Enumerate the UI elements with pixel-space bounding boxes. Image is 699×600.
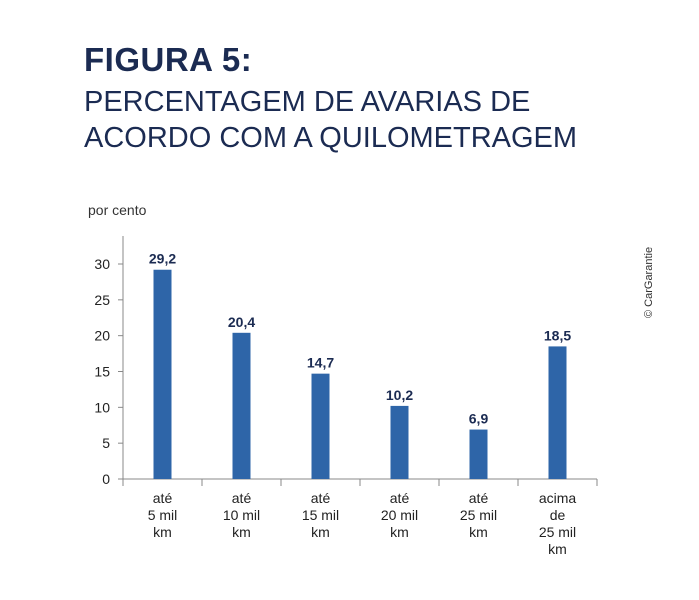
category-label: até 10 mil km <box>223 490 260 540</box>
chart-title: PERCENTAGEM DE AVARIAS DE ACORDO COM A Q… <box>84 86 578 154</box>
bar <box>232 332 251 479</box>
data-label: 6,9 <box>469 411 489 427</box>
data-label: 18,5 <box>544 327 571 343</box>
y-tick-label: 30 <box>94 256 110 272</box>
y-axis-unit-label: por cento <box>88 202 147 218</box>
bar <box>548 346 567 479</box>
y-tick-label: 20 <box>94 328 110 344</box>
category-labels: até 5 mil km até 10 mil km até 15 mil km até 20 mi… <box>148 490 577 557</box>
chart-heading: FIGURA 5: PERCENTAGEM DE AVARIAS DE ACOR… <box>84 40 684 156</box>
category-label: acima de 25 mil km <box>539 490 577 557</box>
bars <box>153 269 567 479</box>
bar <box>390 405 409 479</box>
category-label: até 25 mil km <box>460 490 497 540</box>
bar <box>469 429 488 479</box>
y-tick-label: 10 <box>94 399 110 415</box>
data-label: 29,2 <box>149 251 176 267</box>
y-tick-label: 5 <box>102 435 110 451</box>
category-label: até 5 mil km <box>148 490 178 540</box>
y-axis: 0 5 10 15 20 25 30 <box>94 236 124 487</box>
y-tick-label: 25 <box>94 292 110 308</box>
bar <box>311 373 330 479</box>
figure-label: FIGURA 5: <box>84 41 253 78</box>
data-label: 10,2 <box>386 387 413 403</box>
y-tick-label: 0 <box>102 471 110 487</box>
data-label: 20,4 <box>228 314 255 330</box>
bar <box>153 269 172 479</box>
category-label: até 20 mil km <box>381 490 418 540</box>
x-axis <box>122 478 598 486</box>
data-labels: 29,2 20,4 14,7 10,2 6,9 18,5 <box>149 251 571 427</box>
category-label: até 15 mil km <box>302 490 339 540</box>
y-tick-label: 15 <box>94 364 110 380</box>
data-label: 14,7 <box>307 355 334 371</box>
